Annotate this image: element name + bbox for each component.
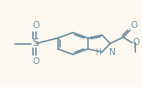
Text: O: O [33, 21, 40, 30]
Text: S: S [33, 39, 39, 48]
Text: N: N [108, 48, 115, 57]
Text: H: H [96, 48, 101, 57]
Text: O: O [131, 21, 138, 30]
Text: O: O [33, 57, 40, 66]
Text: O: O [133, 38, 140, 47]
